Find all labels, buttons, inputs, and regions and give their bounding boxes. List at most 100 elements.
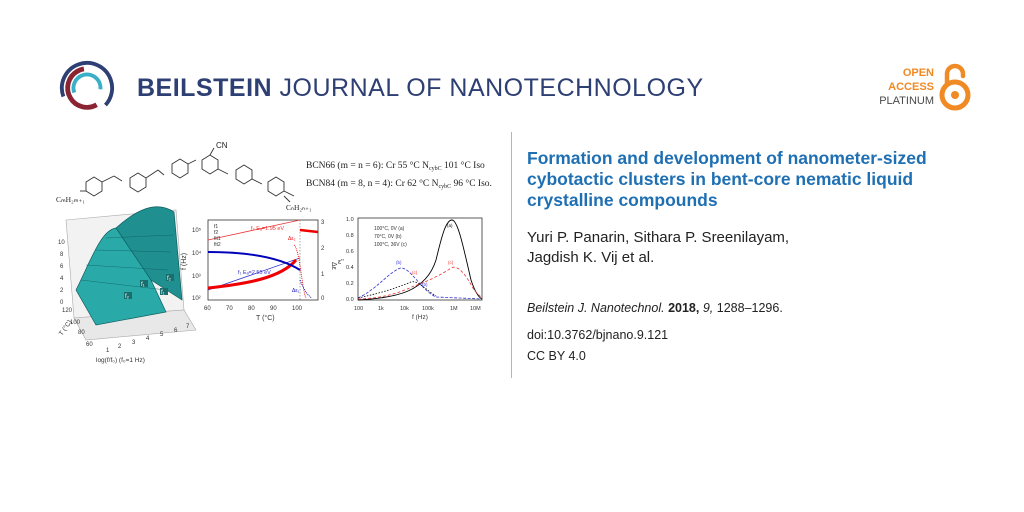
curve-label: (b): [422, 282, 428, 287]
y2-tick: 3: [321, 220, 325, 226]
journal-name: BEILSTEIN JOURNAL OF NANOTECHNOLOGY: [137, 74, 704, 103]
y-tick: 0.2: [346, 281, 354, 287]
f-tick: 2: [118, 344, 122, 350]
vertical-divider: [511, 132, 512, 378]
f-tick: 3: [132, 340, 136, 346]
z-tick: 8: [60, 252, 64, 258]
f-tick: 6: [174, 328, 178, 334]
y-axis-label: ε'': [338, 259, 344, 266]
peak-label: f₂: [167, 276, 172, 282]
right-chain-label: CₙH₂ₙ₊₁: [286, 203, 312, 212]
t-tick: 60: [86, 342, 93, 348]
curve-label: (b): [396, 260, 402, 265]
doi-link[interactable]: doi:10.3762/bjnano.9.121: [527, 328, 669, 342]
y-tick: 0.8: [346, 233, 354, 239]
journal-name-rest: JOURNAL OF NANOTECHNOLOGY: [279, 74, 704, 102]
legend-item: f2: [214, 230, 218, 236]
x-tick: 100k: [422, 306, 434, 312]
oa-access: ACCESS: [888, 81, 934, 93]
delta-eps-red: Δε₂: [288, 236, 296, 242]
legend-item: 100°C, 0V (a): [374, 226, 405, 232]
x-tick: 90: [270, 306, 277, 312]
t-tick: 100: [70, 320, 81, 326]
license-label[interactable]: CC BY 4.0: [527, 349, 586, 363]
f-axis-label: log(f/f₀) (f₀=1 Hz): [96, 357, 145, 364]
delta-eps-blue: Δε₁: [292, 288, 300, 294]
graphical-abstract-figure: CN CₘH₂ₘ₊₁ CₙH₂ₙ₊₁ BCN66 (m = n = 6): Cr…: [56, 141, 492, 364]
f-tick: 4: [146, 336, 150, 342]
t-tick: 120: [62, 308, 73, 314]
x-tick: 100: [354, 306, 363, 312]
y-axis-label: f (Hz): [181, 253, 188, 270]
journal-name-bold: BEILSTEIN: [137, 74, 273, 102]
peak-label: f₁: [161, 290, 165, 296]
y2-tick: 1: [321, 272, 325, 278]
curve-label: (c): [448, 260, 454, 265]
t-tick: 80: [78, 330, 85, 336]
ea-label-blue: f₁ Eₐ=2.55 eV: [238, 270, 271, 276]
journal-abbreviation: Beilstein J. Nanotechnol.: [527, 301, 665, 315]
ea-label-red: f₂ Eₐ=1.95 eV: [251, 226, 284, 232]
bcn84-text: BCN84 (m = 8, n = 4): Cr 62 °C NcybC 96 …: [306, 178, 492, 190]
authors-line-2: Jagdish K. Vij et al.: [527, 249, 655, 266]
y-tick: 0.0: [346, 297, 354, 303]
x-axis-label: f (Hz): [412, 314, 428, 321]
z-tick: 6: [60, 264, 64, 270]
legend-item: fit2: [214, 242, 221, 248]
y-tick: 10⁴: [192, 250, 202, 257]
article-title[interactable]: Formation and development of nanometer-s…: [527, 148, 927, 210]
x-tick: 10M: [470, 306, 481, 312]
x-tick: 60: [204, 306, 211, 312]
article-authors: Yuri P. Panarin, Sithara P. Sreenilayam,…: [527, 228, 947, 268]
pages: 1288–1296.: [716, 301, 783, 315]
x-tick: 100: [292, 306, 303, 312]
authors-line-1: Yuri P. Panarin, Sithara P. Sreenilayam,: [527, 229, 790, 246]
y2-tick: 0: [321, 296, 325, 302]
chemical-structure: [80, 147, 295, 203]
curve-label: (c): [412, 270, 418, 275]
x-tick: 10k: [400, 306, 409, 312]
legend-item: f1: [214, 224, 218, 230]
legend-item: 100°C, 36V (c): [374, 242, 407, 248]
surface-plot: 10 8 6 4 2 0 60 80 100 120 1 2 3 4 5 6 7: [57, 206, 197, 364]
publication-year: 2018,: [668, 301, 700, 315]
y-tick: 10⁵: [192, 227, 202, 234]
open-lock-icon: [939, 63, 971, 111]
y-tick: 0.6: [346, 249, 354, 255]
curve-label: (a): [447, 223, 453, 228]
x-tick: 1k: [378, 306, 384, 312]
bcn66-text: BCN66 (m = n = 6): Cr 55 °C NcybC 101 °C…: [306, 160, 485, 172]
x-tick: 1M: [450, 306, 458, 312]
frequency-temperature-plot: 10⁵ 10⁴ 10³ 10² 60 70 80 90 100 3 2 1 0 …: [181, 219, 337, 322]
f-tick: 1: [106, 348, 110, 354]
graphical-abstract: CN CₘH₂ₘ₊₁ CₙH₂ₙ₊₁ BCN66 (m = n = 6): Cr…: [56, 140, 496, 380]
legend-item: fit1: [214, 236, 221, 242]
x-tick: 70: [226, 306, 233, 312]
z-tick: 2: [60, 288, 64, 294]
y-tick: 0.4: [346, 265, 354, 271]
z-tick: 10: [58, 240, 65, 246]
y-tick: 1.0: [346, 217, 354, 223]
f-tick: 7: [186, 324, 190, 330]
cn-label: CN: [216, 141, 228, 150]
oa-platinum: PLATINUM: [879, 95, 934, 107]
f-tick: 5: [160, 332, 164, 338]
left-chain-label: CₘH₂ₘ₊₁: [56, 195, 85, 204]
z-tick: 4: [60, 276, 64, 282]
loss-spectrum-plot: 1.0 0.8 0.6 0.4 0.2 0.0 100 1k 10k 100k …: [338, 217, 483, 321]
peak-label: f₁: [141, 282, 145, 288]
y-tick: 10²: [192, 296, 201, 302]
article-citation: Beilstein J. Nanotechnol. 2018, 9, 1288–…: [527, 301, 783, 315]
beilstein-logo-icon: [59, 60, 115, 116]
open-access-badge: OPEN ACCESS PLATINUM: [879, 60, 972, 120]
x-tick: 80: [248, 306, 255, 312]
x-axis-label: T (°C): [256, 314, 275, 322]
y2-axis-label: Δε: [330, 262, 337, 270]
y-tick: 10³: [192, 274, 201, 280]
legend-item: 70°C, 0V (b): [374, 234, 402, 240]
y2-tick: 2: [321, 246, 325, 252]
volume: 9,: [702, 301, 714, 315]
z-tick: 0: [60, 300, 64, 306]
journal-brand[interactable]: BEILSTEIN JOURNAL OF NANOTECHNOLOGY: [58, 58, 703, 118]
